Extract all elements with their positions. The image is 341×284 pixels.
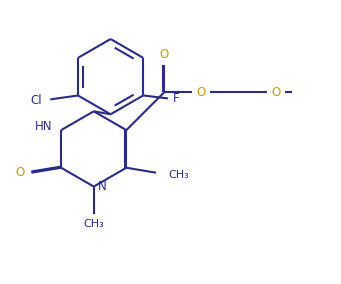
Text: O: O	[196, 86, 205, 99]
Text: O: O	[15, 166, 24, 179]
Text: Cl: Cl	[31, 94, 42, 107]
Text: F: F	[173, 92, 179, 105]
Text: O: O	[271, 86, 281, 99]
Text: HN: HN	[35, 120, 52, 133]
Text: CH₃: CH₃	[168, 170, 189, 180]
Text: N: N	[98, 180, 106, 193]
Text: O: O	[159, 48, 168, 61]
Text: CH₃: CH₃	[84, 219, 104, 229]
